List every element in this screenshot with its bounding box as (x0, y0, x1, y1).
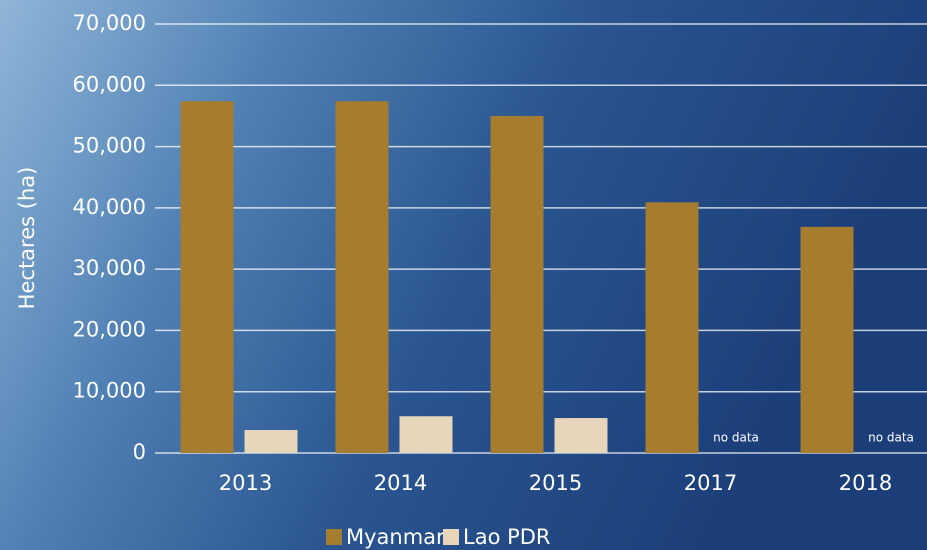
value-label: no data (713, 431, 759, 445)
y-tick-label: 0 (133, 440, 146, 464)
y-tick-label: 30,000 (73, 256, 146, 280)
bar (645, 202, 699, 453)
y-tick-label: 10,000 (73, 379, 146, 403)
legend-label: Myanmar (346, 525, 445, 549)
y-axis-label: Hectares (ha) (15, 167, 39, 310)
bar (180, 101, 234, 453)
x-tick-label: 2017 (684, 471, 737, 495)
bar (554, 418, 608, 453)
bar (800, 226, 854, 453)
y-tick-label: 70,000 (73, 11, 146, 35)
legend-swatch (326, 529, 342, 545)
bar (244, 430, 298, 453)
y-tick-label: 60,000 (73, 72, 146, 96)
bar (335, 101, 389, 453)
x-tick-label: 2014 (374, 471, 427, 495)
x-tick-label: 2018 (839, 471, 892, 495)
y-tick-label: 50,000 (73, 134, 146, 158)
y-tick-label: 20,000 (73, 317, 146, 341)
value-label: no data (868, 431, 914, 445)
x-tick-label: 2015 (529, 471, 582, 495)
legend-swatch (443, 529, 459, 545)
legend-label: Lao PDR (463, 525, 551, 549)
x-tick-label: 2013 (219, 471, 272, 495)
bar (490, 115, 544, 453)
bar (399, 416, 453, 453)
y-tick-label: 40,000 (73, 195, 146, 219)
